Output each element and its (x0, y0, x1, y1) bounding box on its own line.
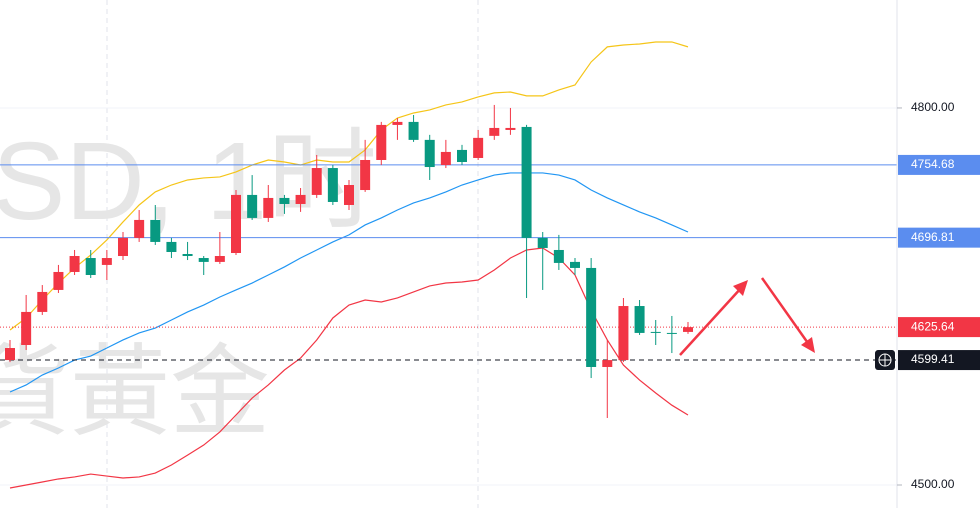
last-price-label: 4625.64 (911, 319, 955, 333)
candle-body (85, 258, 96, 275)
candle-body (570, 261, 580, 268)
axis-labels: 4800.00 4500.00 4754.68 4696.81 4625.64 4599.… (897, 100, 980, 491)
candle-body (505, 127, 516, 130)
candle-body (650, 331, 661, 333)
candle-body (457, 149, 467, 163)
candle-body (408, 121, 419, 140)
candle-body (166, 241, 177, 252)
candle-body (295, 194, 306, 204)
candle-body (602, 360, 613, 367)
arrow (679, 286, 743, 356)
arrow (760, 277, 812, 347)
crosshair-label: 4599.41 (911, 352, 955, 366)
candle-body (263, 197, 274, 218)
price-axis (897, 0, 980, 508)
crosshair-bg (898, 350, 980, 371)
candle-body (618, 306, 629, 361)
candle-body (586, 267, 597, 367)
crosshair-icon (879, 354, 891, 367)
candle-body (344, 185, 354, 205)
candle-body (634, 306, 645, 333)
candle-body (360, 159, 371, 191)
y-tick-label: 4500.00 (911, 477, 955, 491)
band-line (9, 41, 689, 331)
candle-body (553, 249, 564, 263)
level-label: 4696.81 (911, 230, 955, 244)
candle-body (198, 258, 209, 262)
candle-body (666, 332, 677, 334)
band-line (9, 247, 689, 489)
candle-body (537, 237, 548, 248)
candle-body (101, 258, 112, 265)
level-label-bg (898, 154, 980, 175)
candle-body (424, 139, 435, 168)
level-label-bg (898, 227, 980, 248)
candle-body (182, 254, 193, 257)
candle-body (489, 127, 500, 136)
candle-body (683, 327, 693, 332)
candle-body (118, 237, 128, 257)
candle-body (69, 256, 80, 272)
candle-body (150, 219, 161, 242)
candle-body (440, 151, 451, 166)
candle-body (247, 194, 258, 218)
arrow-head (733, 280, 748, 296)
annotation-arrows (679, 277, 815, 356)
candle-body (37, 291, 48, 312)
candle-body (214, 256, 225, 262)
candle-body (21, 311, 32, 345)
band-line (9, 172, 689, 393)
candle-body (327, 168, 338, 202)
candle-body (231, 194, 241, 253)
candle-body (376, 124, 387, 160)
candle-body (473, 137, 484, 158)
candle-body (521, 126, 532, 238)
candle-body (279, 197, 290, 204)
candle-body (311, 168, 322, 195)
y-tick-label: 4800.00 (911, 100, 955, 114)
level-label: 4754.68 (911, 157, 955, 171)
arrow-head (801, 337, 815, 353)
candle-body (134, 219, 145, 238)
candle-body (53, 271, 64, 290)
candle-body (392, 121, 403, 125)
candle-body (5, 348, 15, 361)
plot-area (0, 41, 897, 489)
watermark: 貨黃金 (0, 336, 270, 448)
last-price-bg (898, 317, 980, 338)
background: SD, 1时 貨黃金 (0, 0, 479, 508)
